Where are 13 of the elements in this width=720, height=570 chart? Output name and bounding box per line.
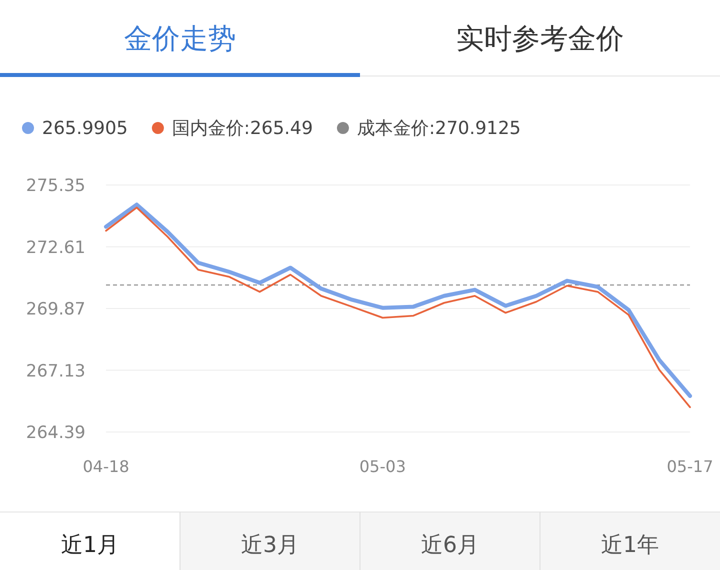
bottom-tabs: 近1月 近3月 近6月 近1年 (0, 512, 720, 570)
y-tick-label: 275.35 (26, 176, 86, 196)
top-tabs: 金价走势 实时参考金价 (0, 22, 720, 77)
y-tick-label: 264.39 (26, 423, 86, 443)
legend-label: 成本金价:270.9125 (356, 118, 521, 139)
x-tick-label: 05-17 (666, 457, 714, 476)
x-tick-label: 04-18 (82, 457, 130, 476)
x-tick-label: 05-03 (359, 457, 406, 476)
y-tick-label: 267.13 (26, 361, 86, 382)
text: 265.9905 (42, 118, 128, 139)
y-tick-label: 269.87 (26, 300, 86, 320)
y-tick-label: 272.61 (26, 238, 86, 258)
legend-label: 国内金价:265.49 (172, 118, 313, 139)
